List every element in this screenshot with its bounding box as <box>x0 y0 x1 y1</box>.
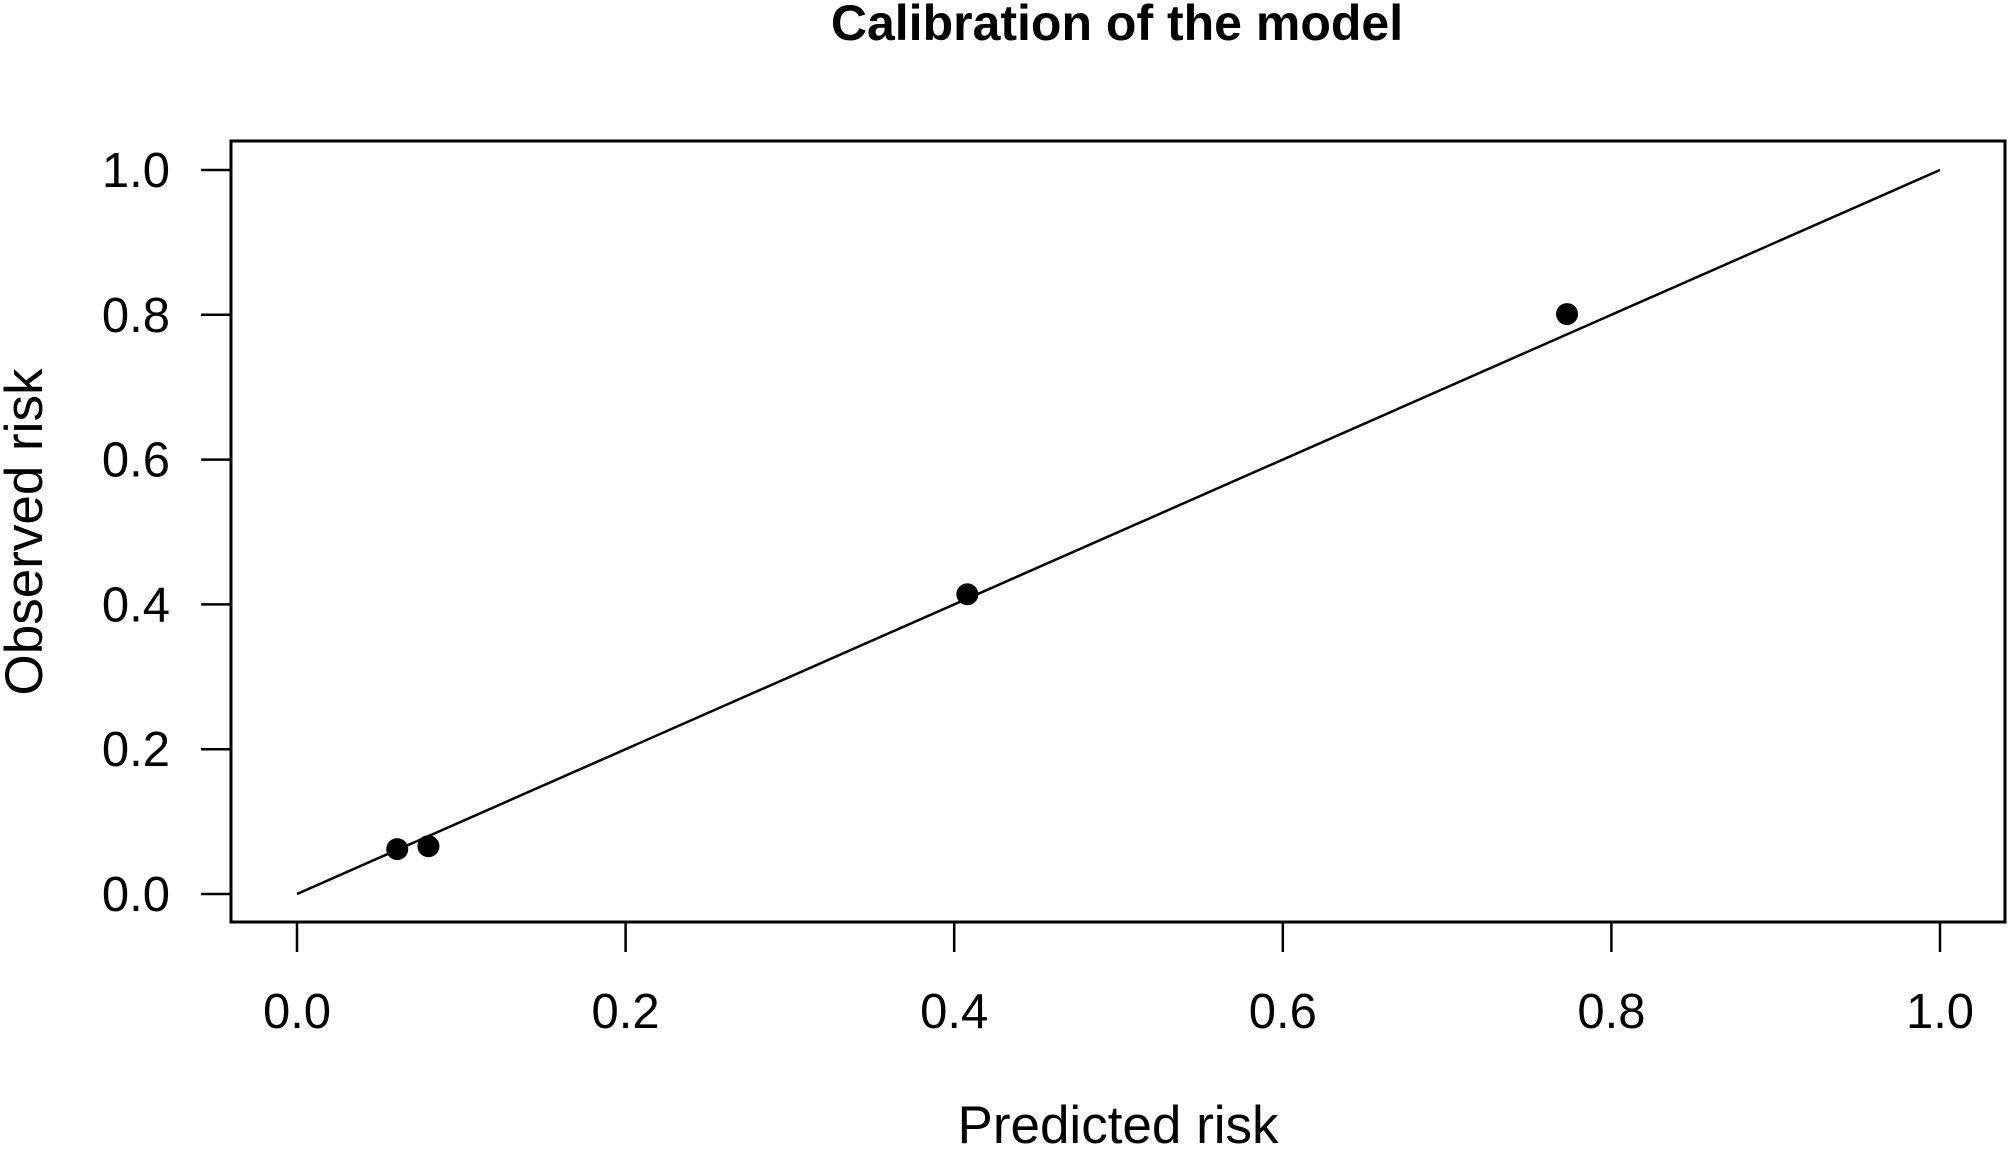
data-point <box>386 838 409 861</box>
y-tick-label: 0.6 <box>102 434 170 488</box>
reference-diagonal-line <box>296 168 1941 896</box>
plot-frame <box>229 139 2007 924</box>
data-point <box>956 583 979 606</box>
x-axis: 0.0 0.2 0.4 0.6 0.8 1.0 <box>263 922 1974 1039</box>
chart-title: Calibration of the model <box>831 0 1403 51</box>
y-tick-label: 0.4 <box>102 578 170 632</box>
data-point <box>1556 303 1579 326</box>
y-tick-label: 1.0 <box>102 144 170 198</box>
x-tick-label: 0.6 <box>1249 985 1317 1039</box>
y-tick-label: 0.2 <box>102 723 170 777</box>
y-tick-label: 0.0 <box>102 868 170 922</box>
x-tick-label: 0.4 <box>920 985 988 1039</box>
x-tick-label: 1.0 <box>1906 985 1974 1039</box>
x-axis-label: Predicted risk <box>957 1096 1279 1149</box>
data-points <box>386 303 1579 861</box>
data-point <box>417 835 440 858</box>
x-tick-label: 0.2 <box>592 985 660 1039</box>
y-axis-label: Observed risk <box>0 368 54 695</box>
x-tick-label: 0.0 <box>263 985 331 1039</box>
x-tick-label: 0.8 <box>1577 985 1645 1039</box>
calibration-line <box>296 168 1941 896</box>
y-tick-label: 0.8 <box>102 289 170 343</box>
y-axis: 0.0 0.2 0.4 0.6 0.8 1.0 <box>102 144 231 922</box>
